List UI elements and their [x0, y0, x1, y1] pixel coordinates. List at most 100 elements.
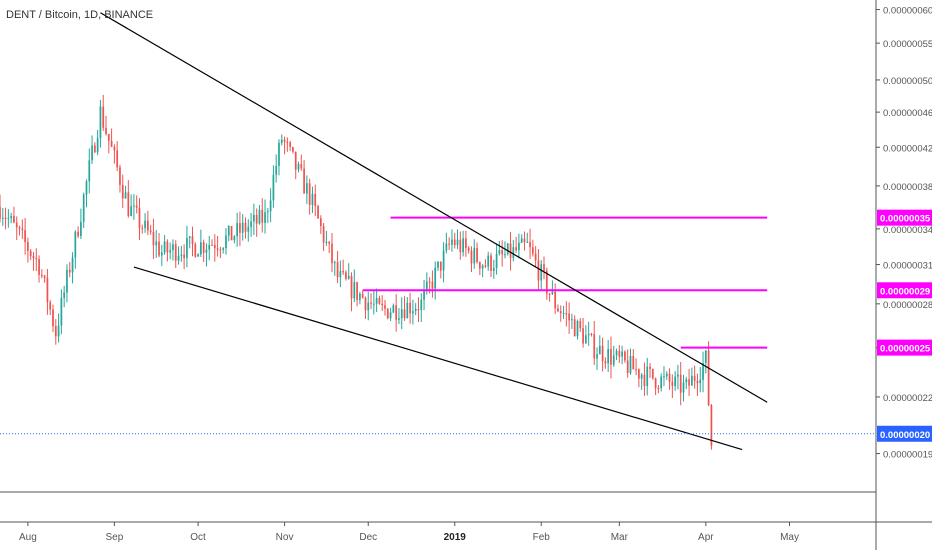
candle-body: [213, 244, 216, 249]
candle-body: [557, 308, 559, 312]
candle-body: [462, 238, 464, 253]
candle-body: [685, 379, 688, 383]
y-tick-label: 0.00000028: [883, 300, 932, 311]
candle-body: [518, 242, 520, 251]
candle-body: [643, 374, 646, 387]
candle-body: [506, 243, 509, 255]
candle-body: [520, 238, 523, 243]
candle-body: [163, 241, 166, 253]
candle-body: [294, 151, 297, 170]
candle-body: [191, 236, 194, 244]
candle-body: [311, 193, 314, 205]
candle-body: [372, 303, 375, 305]
candle-body: [160, 252, 163, 256]
x-tick-label: Nov: [276, 532, 294, 543]
candle-body: [596, 354, 598, 359]
candle-body: [275, 165, 278, 175]
candle-body: [319, 218, 322, 226]
candle-body: [333, 262, 336, 264]
candle-body: [258, 209, 261, 224]
chart-title: DENT / Bitcoin, 1D, BINANCE: [6, 9, 154, 21]
candle-body: [347, 275, 350, 279]
candle-body: [239, 223, 241, 233]
candle-body: [632, 355, 635, 370]
candle-body: [174, 244, 177, 261]
candle-body: [38, 259, 40, 275]
candle-body: [194, 243, 197, 257]
candle-body: [437, 261, 439, 268]
candle-body: [141, 227, 144, 229]
candle-body: [124, 192, 127, 199]
candle-body: [303, 168, 305, 194]
candle-body: [219, 249, 222, 251]
candle-body: [540, 264, 543, 281]
candle-body: [417, 309, 420, 311]
candle-body: [598, 345, 601, 355]
candle-body: [551, 291, 554, 294]
candle-body: [183, 254, 185, 258]
candle-body: [381, 303, 384, 306]
level-badge: 0.00000025: [880, 344, 931, 355]
candle-body: [682, 382, 685, 393]
candle-body: [202, 242, 205, 253]
candle-body: [398, 318, 400, 320]
candle-body: [325, 241, 328, 243]
candle-body: [364, 297, 367, 311]
candle-body: [314, 193, 317, 207]
candle-body: [208, 244, 211, 250]
candle-body: [138, 207, 141, 228]
candle-body: [105, 127, 107, 134]
current-price-badge-bg: [877, 425, 932, 442]
candle-body: [241, 222, 244, 233]
candles-layer: [0, 94, 713, 450]
trendline-upper[interactable]: [100, 12, 768, 403]
candle-body: [361, 293, 364, 298]
candle-body: [375, 297, 378, 304]
candle-body: [306, 183, 308, 194]
candle-body: [465, 238, 467, 249]
level-badge: 0.00000035: [880, 214, 931, 225]
candle-body: [283, 139, 286, 142]
trendline-lower[interactable]: [133, 266, 743, 451]
candle-body: [671, 381, 674, 386]
candle-body: [537, 260, 540, 281]
candle-body: [654, 378, 657, 389]
candle-body: [121, 184, 124, 199]
candle-body: [604, 361, 607, 364]
candle-body: [618, 350, 621, 357]
level-badge-bg: [877, 339, 932, 356]
candle-body: [579, 321, 582, 329]
y-tick-label: 0.00000022: [883, 393, 932, 404]
candle-body: [328, 241, 331, 244]
candle-body: [93, 145, 96, 153]
y-tick-label: 0.00000031: [883, 261, 932, 272]
candle-body: [317, 206, 319, 219]
candle-body: [46, 277, 49, 303]
candle-body: [29, 251, 32, 257]
candle-body: [155, 241, 158, 246]
candle-body: [400, 309, 403, 319]
candle-body: [707, 350, 710, 406]
candle-body: [172, 244, 174, 251]
candle-body: [336, 262, 339, 278]
candle-body: [679, 374, 682, 393]
candle-body: [110, 140, 113, 147]
candle-body: [96, 138, 99, 153]
candle-body: [467, 248, 470, 251]
candle-body: [0, 206, 1, 219]
candle-body: [353, 282, 356, 299]
candle-body: [696, 380, 699, 384]
candle-body: [445, 243, 448, 251]
candle-body: [68, 269, 71, 273]
candle-body: [587, 333, 590, 336]
candle-body: [384, 305, 386, 309]
candle-body: [663, 376, 665, 378]
candle-body: [702, 363, 704, 380]
candle-body: [88, 160, 91, 182]
candle-body: [615, 350, 618, 356]
candle-body: [255, 214, 258, 224]
candle-body: [621, 351, 623, 357]
